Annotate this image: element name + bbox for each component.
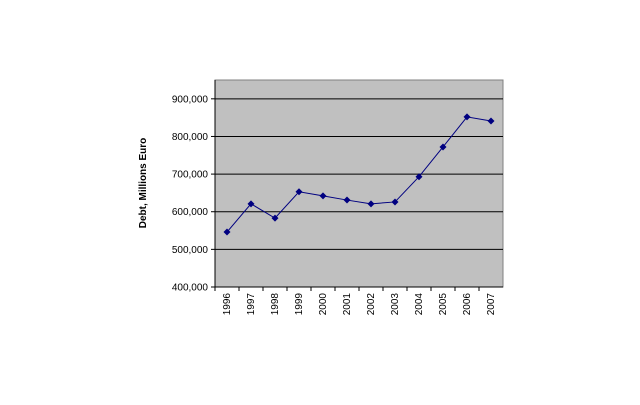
data-point: [271, 214, 279, 222]
data-point: [343, 196, 351, 204]
x-tick-label: 2001: [342, 293, 353, 316]
x-tick-label: 2003: [390, 293, 401, 316]
y-tick-label: 600,000: [172, 207, 209, 218]
x-tick-label: 1997: [246, 293, 257, 316]
data-point: [415, 173, 423, 181]
plot-area: [214, 79, 504, 288]
data-point: [487, 117, 495, 125]
x-tick-label: 2000: [318, 293, 329, 316]
x-tick-label: 2004: [414, 293, 425, 316]
x-tick-label: 2007: [486, 293, 497, 316]
x-tick-label: 1996: [222, 293, 233, 316]
data-point: [319, 192, 327, 200]
x-tick-label: 2002: [366, 293, 377, 316]
x-tick-label: 1998: [270, 293, 281, 316]
y-tick-label: 400,000: [172, 283, 209, 294]
data-point: [439, 143, 447, 151]
series-line: [226, 116, 492, 233]
x-tick-label: 2006: [462, 293, 473, 316]
data-point: [391, 198, 399, 206]
y-tick-label: 900,000: [172, 94, 209, 105]
data-point: [295, 188, 303, 196]
y-tick-label: 700,000: [172, 170, 209, 181]
data-point: [367, 200, 375, 208]
data-point: [463, 113, 471, 121]
x-tick-label: 1999: [294, 293, 305, 316]
y-tick-label: 500,000: [172, 245, 209, 256]
y-tick-label: 800,000: [172, 132, 209, 143]
data-point: [247, 200, 255, 208]
x-tick-label: 2005: [438, 293, 449, 316]
y-axis-label: Debt, Millions Euro: [138, 138, 149, 229]
data-point: [223, 228, 231, 236]
